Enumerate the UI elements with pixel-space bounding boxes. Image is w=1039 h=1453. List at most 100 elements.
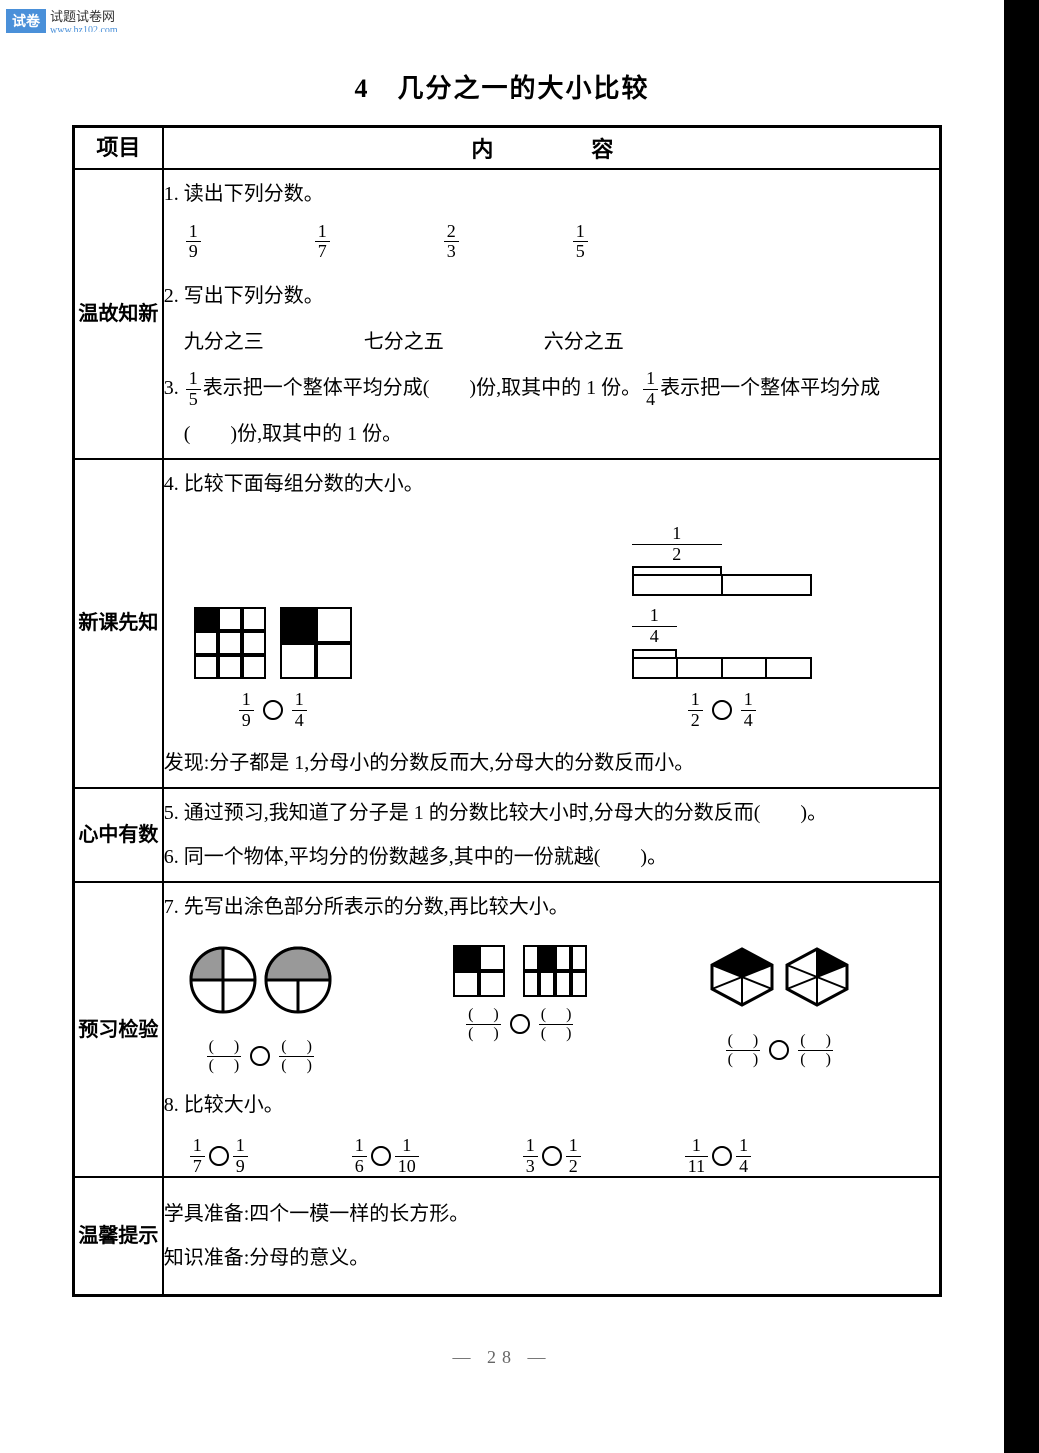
page-number: — 28 — (0, 1347, 1004, 1368)
compare-circle-icon (712, 1146, 732, 1166)
grid-1-4 (280, 607, 352, 679)
q4-diagrams: 19 14 12 (164, 524, 939, 731)
q6-text: 6. 同一个物体,平均分的份数越多,其中的一份就越( )。 (164, 837, 939, 877)
blank-frac: ( )( ) (207, 1038, 242, 1074)
section-5-row: 温馨提示 学具准备:四个一模一样的长方形。 知识准备:分母的意义。 (74, 1177, 941, 1296)
hex-1-6-icon (782, 945, 852, 1009)
q8-pair-1: 1719 (188, 1135, 250, 1177)
segbar-2 (632, 574, 812, 596)
section-3-label: 心中有数 (74, 788, 163, 882)
section-1-row: 温故知新 1. 读出下列分数。 19 17 23 15 2. 写出下列分数。 九… (74, 169, 941, 459)
q4-right-cmp: 12 14 (632, 689, 812, 731)
bar-half-label: 12 (632, 524, 722, 565)
blank-box (56, 32, 224, 80)
q8-pair-2: 16110 (350, 1135, 421, 1177)
compare-circle-icon (263, 700, 283, 720)
watermark-text: 试题试卷网 (50, 9, 115, 24)
section-1-content: 1. 读出下列分数。 19 17 23 15 2. 写出下列分数。 九分之三 七… (163, 169, 941, 459)
q7-circles-cmp: ( )( ) ( )( ) (188, 1035, 333, 1075)
q3-line1: 3. 15表示把一个整体平均分成( )份,取其中的 1 份。14表示把一个整体平… (164, 368, 939, 410)
q2-prompt: 2. 写出下列分数。 (164, 276, 939, 316)
q1-frac-2: 17 (315, 222, 330, 263)
q4-left-shapes (194, 607, 352, 679)
section-3-row: 心中有数 5. 通过预习,我知道了分子是 1 的分数比较大小时,分母大的分数反而… (74, 788, 941, 882)
section-4-label: 预习检验 (74, 882, 163, 1178)
q2-word-2: 七分之五 (364, 322, 444, 362)
q7-hex: ( )( ) ( )( ) (707, 945, 852, 1069)
compare-circle-icon (712, 700, 732, 720)
header-col1: 项目 (74, 127, 163, 169)
compare-circle-icon (371, 1146, 391, 1166)
q4-left-group: 19 14 (194, 607, 352, 731)
compare-circle-icon (769, 1040, 789, 1060)
q1-prompt: 1. 读出下列分数。 (164, 174, 939, 214)
q4-right-f2: 14 (741, 690, 756, 731)
q8-pair-4: 11114 (683, 1135, 753, 1177)
header-col2: 内 容 (163, 127, 941, 169)
q1-frac-1: 19 (186, 222, 201, 263)
table-header-row: 项目 内 容 (74, 127, 941, 169)
section-1-label: 温故知新 (74, 169, 163, 459)
rect-1-8 (523, 945, 587, 997)
q2-word-3: 六分之五 (544, 322, 624, 362)
blank-frac: ( )( ) (798, 1032, 833, 1068)
page: 试卷 试题试卷网 www.hz102.com 4 几分之一的大小比较 项目 内 … (0, 0, 1039, 1453)
compare-circle-icon (510, 1014, 530, 1034)
q7-hex-cmp: ( )( ) ( )( ) (707, 1029, 852, 1069)
section-5-label: 温馨提示 (74, 1177, 163, 1296)
grid-1-9 (194, 607, 266, 679)
main-table: 项目 内 容 温故知新 1. 读出下列分数。 19 17 23 15 2. 写出… (72, 125, 942, 1297)
q5-text: 5. 通过预习,我知道了分子是 1 的分数比较大小时,分母大的分数反而( )。 (164, 793, 939, 833)
circle-half-icon (263, 945, 333, 1015)
section-2-content: 4. 比较下面每组分数的大小。 (163, 459, 941, 788)
q2-word-1: 九分之三 (184, 322, 264, 362)
section-5-content: 学具准备:四个一模一样的长方形。 知识准备:分母的意义。 (163, 1177, 941, 1296)
blank-frac: ( )( ) (726, 1032, 761, 1068)
q8-pairs: 1719 16110 1312 11114 (164, 1135, 939, 1177)
section-2-row: 新课先知 4. 比较下面每组分数的大小。 (74, 459, 941, 788)
compare-circle-icon (209, 1146, 229, 1166)
bar-quarter-label: 14 (632, 606, 677, 647)
q3-frac-1: 15 (186, 369, 201, 410)
q4-right-group: 12 14 12 (632, 524, 812, 731)
q7-circles: ( )( ) ( )( ) (188, 945, 333, 1075)
q4-left-f1: 19 (239, 690, 254, 731)
segbar-4 (632, 657, 812, 679)
blank-frac: ( )( ) (466, 1006, 501, 1042)
brace-icon (632, 649, 677, 655)
q7-rects-cmp: ( )( ) ( )( ) (453, 1003, 587, 1043)
q1-frac-4: 15 (573, 222, 588, 263)
q2-words: 九分之三 七分之五 六分之五 (164, 322, 939, 362)
brace-icon (632, 566, 722, 572)
compare-circle-icon (250, 1046, 270, 1066)
section-4-row: 预习检验 7. 先写出涂色部分所表示的分数,再比较大小。 (74, 882, 941, 1178)
q1-frac-3: 23 (444, 222, 459, 263)
q8-pair-3: 1312 (521, 1135, 583, 1177)
q3-line2: ( )份,取其中的 1 份。 (164, 414, 939, 454)
q1-fracs: 19 17 23 15 (164, 222, 939, 263)
hex-2-6-icon (707, 945, 777, 1009)
watermark-box: 试卷 (6, 9, 46, 33)
tips-l1: 学具准备:四个一模一样的长方形。 (164, 1194, 939, 1234)
q4-left-f2: 14 (292, 690, 307, 731)
bar-quarter: 14 (632, 606, 812, 679)
compare-circle-icon (542, 1146, 562, 1166)
q8-prompt: 8. 比较大小。 (164, 1085, 939, 1125)
q4-prompt: 4. 比较下面每组分数的大小。 (164, 464, 939, 504)
rect-1-4 (453, 945, 505, 997)
section-4-content: 7. 先写出涂色部分所表示的分数,再比较大小。 (163, 882, 941, 1178)
q7-diagrams: ( )( ) ( )( ) (164, 945, 939, 1075)
q4-left-cmp: 19 14 (194, 689, 352, 731)
q3-frac-2: 14 (643, 369, 658, 410)
section-3-content: 5. 通过预习,我知道了分子是 1 的分数比较大小时,分母大的分数反而( )。 … (163, 788, 941, 882)
q4-right-f1: 12 (688, 690, 703, 731)
bar-half: 12 (632, 524, 812, 597)
blank-frac: ( )( ) (279, 1038, 314, 1074)
circle-quarter-icon (188, 945, 258, 1015)
blank-frac: ( )( ) (539, 1006, 574, 1042)
q7-rects: ( )( ) ( )( ) (453, 945, 587, 1043)
tips-l2: 知识准备:分母的意义。 (164, 1238, 939, 1278)
section-2-label: 新课先知 (74, 459, 163, 788)
q7-prompt: 7. 先写出涂色部分所表示的分数,再比较大小。 (164, 887, 939, 927)
q4-finding: 发现:分子都是 1,分母小的分数反而大,分母大的分数反而小。 (164, 743, 939, 783)
